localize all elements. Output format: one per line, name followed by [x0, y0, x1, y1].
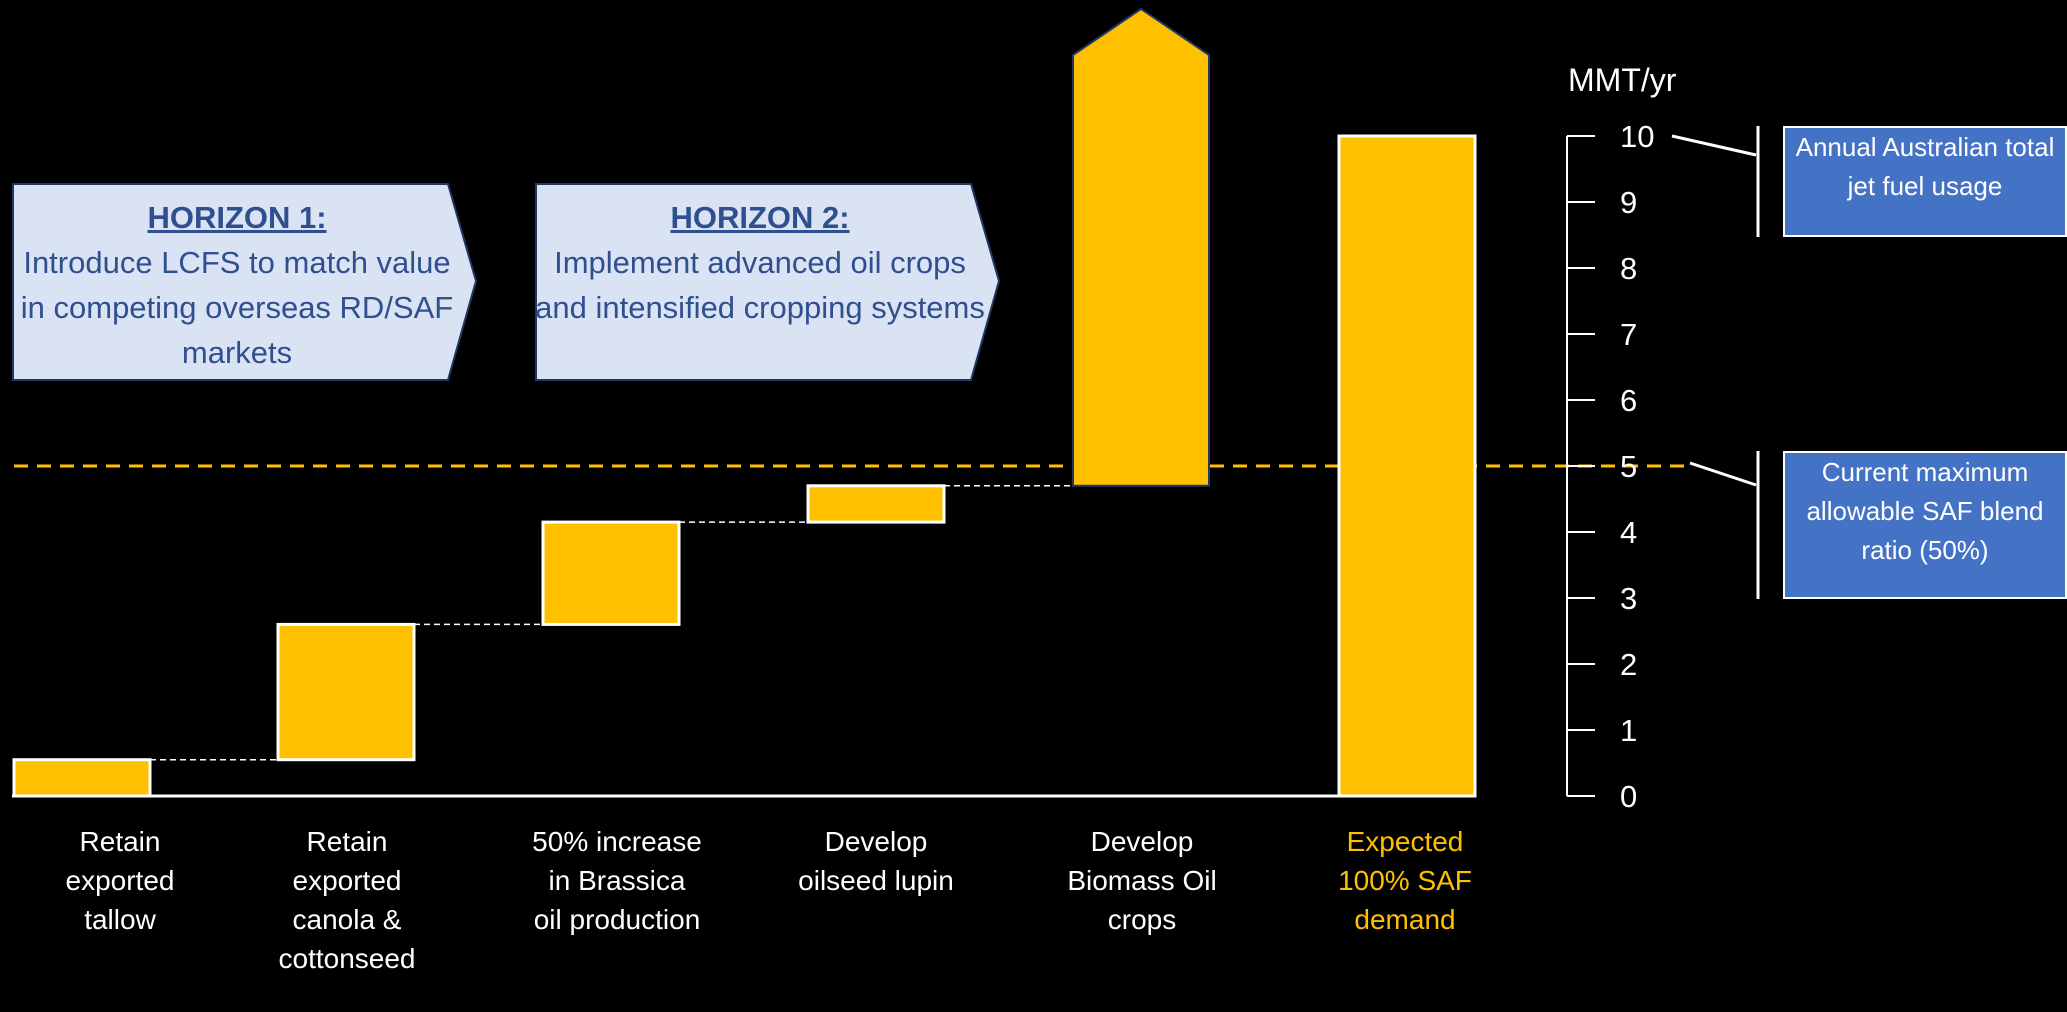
jet-fuel-note: Annual Australian total jet fuel usage	[1783, 126, 2067, 237]
jet-fuel-callout-line	[1671, 134, 1757, 157]
category-label-tallow: Retain exported tallow	[65, 826, 175, 935]
y-tick-label: 0	[1620, 779, 1637, 814]
y-tick-label: 2	[1620, 647, 1637, 682]
bar-2	[541, 520, 681, 626]
category-label-biomass: Develop Biomass Oil crops	[1067, 826, 1217, 935]
y-axis-unit-label: MMT/yr	[1568, 62, 1677, 98]
bar-5	[1337, 134, 1477, 798]
y-tick-label: 1	[1620, 713, 1637, 748]
category-label-lupin: Develop oilseed lupin	[798, 826, 954, 896]
category-label-saf-demand: Expected 100% SAF demand	[1338, 826, 1472, 935]
horizon-1-text: Introduce LCFS to match value in competi…	[20, 245, 454, 370]
chevron-shape	[535, 183, 1001, 381]
horizon-1-title: HORIZON 1:	[147, 200, 327, 235]
y-tick-label: 5	[1620, 449, 1637, 484]
bar-4	[1072, 7, 1210, 487]
y-tick-label: 7	[1620, 317, 1637, 352]
y-tick-label: 3	[1620, 581, 1637, 616]
y-tick-label: 10	[1620, 119, 1654, 154]
y-tick-label: 9	[1620, 185, 1637, 220]
y-tick-label: 8	[1620, 251, 1637, 286]
y-tick-label: 4	[1620, 515, 1637, 550]
y-tick-label: 6	[1620, 383, 1637, 418]
category-label-brassica: 50% increase in Brassica oil production	[532, 826, 702, 935]
category-label-canola: Retain exported canola & cottonseed	[278, 826, 416, 974]
blend-callout-line	[1689, 461, 1757, 487]
bar-0	[12, 758, 152, 798]
chevron-shape	[12, 183, 478, 381]
horizon-2-text: Implement advanced oil crops and intensi…	[535, 245, 985, 325]
blend-ratio-note: Current maximum allowable SAF blend rati…	[1783, 451, 2067, 599]
horizon-2-title: HORIZON 2:	[670, 200, 850, 235]
bar-1	[276, 622, 416, 762]
bar-3	[806, 484, 946, 524]
